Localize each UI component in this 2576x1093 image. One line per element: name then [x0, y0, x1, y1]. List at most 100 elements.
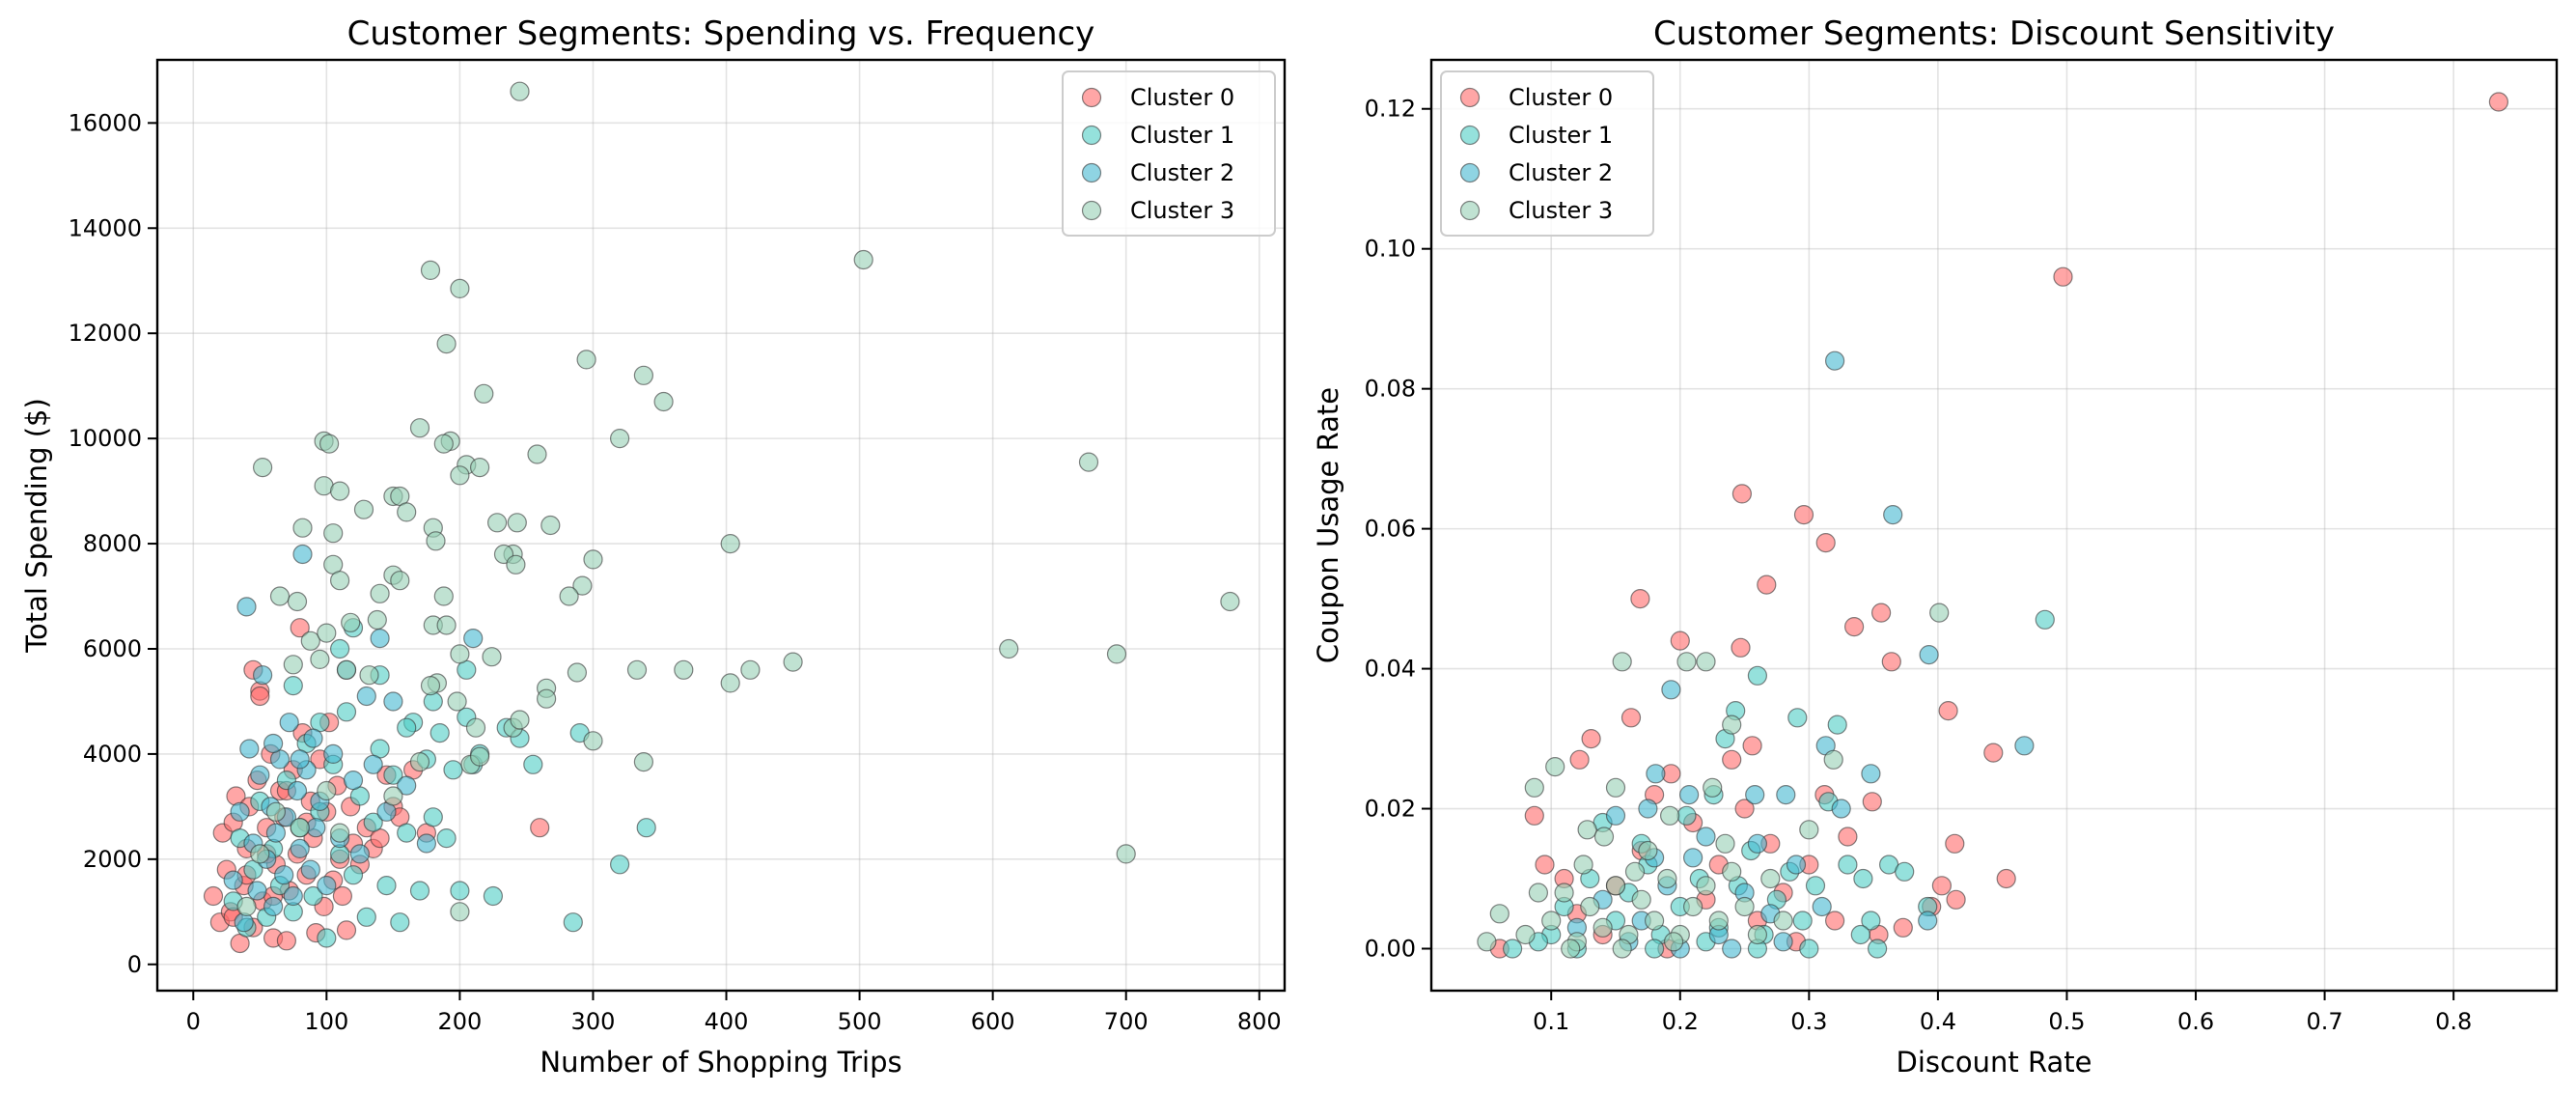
data-point	[483, 885, 503, 907]
data-point	[1554, 883, 1574, 903]
x-tick-label: 700	[1104, 1008, 1149, 1035]
data-point	[397, 775, 417, 796]
data-point	[1708, 911, 1729, 931]
data-point	[436, 827, 457, 849]
data-point	[283, 655, 303, 675]
data-point	[1696, 876, 1716, 896]
y-tick-label: 0	[127, 951, 142, 978]
x-tick-label: 0.3	[1790, 1008, 1827, 1035]
data-point	[416, 833, 436, 854]
data-point	[1862, 792, 1882, 812]
data-point	[1893, 917, 1913, 938]
data-point	[397, 717, 417, 738]
data-point	[1734, 799, 1755, 819]
data-point	[330, 481, 350, 501]
data-point	[465, 717, 486, 738]
data-point	[426, 531, 446, 551]
data-point	[1489, 904, 1510, 924]
data-point	[1657, 868, 1677, 889]
x-tick-label: 0.2	[1662, 1008, 1699, 1035]
data-point	[397, 823, 417, 843]
data-point	[292, 544, 313, 565]
y-tick-label: 0.06	[1365, 516, 1416, 543]
data-point	[336, 659, 357, 680]
data-point	[367, 609, 387, 631]
data-point	[1812, 896, 1832, 917]
data-point	[720, 533, 740, 554]
data-point	[1220, 591, 1240, 612]
data-point	[609, 855, 630, 875]
data-point	[1805, 876, 1826, 896]
data-point	[265, 801, 286, 822]
data-point	[370, 628, 390, 649]
y-tick-label: 0.08	[1365, 376, 1416, 403]
series-cluster-3	[1477, 603, 1950, 959]
data-point	[2488, 92, 2508, 112]
data-point	[583, 731, 603, 751]
data-point	[1663, 932, 1684, 952]
data-point	[397, 502, 417, 522]
legend-marker	[1081, 87, 1102, 108]
data-point	[1799, 939, 1819, 959]
data-point	[263, 733, 284, 754]
data-point	[506, 554, 526, 575]
series-cluster-2	[1566, 350, 2035, 959]
data-point	[276, 931, 296, 951]
data-point	[1580, 896, 1600, 917]
data-point	[317, 928, 337, 948]
legend-label: Cluster 2	[1509, 159, 1613, 186]
x-tick-label: 100	[304, 1008, 348, 1035]
data-point	[1106, 644, 1127, 664]
data-point	[336, 702, 357, 722]
data-point	[1883, 504, 1903, 525]
data-point	[1827, 715, 1847, 735]
y-axis-label: Total Spending ($)	[20, 398, 53, 654]
axes-frame	[1429, 58, 2559, 993]
data-point	[540, 515, 561, 536]
legend-item: Cluster 2	[1459, 159, 1613, 186]
data-point	[507, 513, 527, 533]
data-point	[292, 518, 313, 538]
data-point	[443, 760, 463, 780]
data-point	[1760, 868, 1781, 889]
data-point	[310, 649, 330, 670]
data-point	[636, 818, 656, 838]
data-point	[323, 743, 344, 765]
y-tick-label: 14000	[69, 214, 142, 241]
legend-marker	[1081, 125, 1102, 146]
data-point	[1773, 932, 1793, 952]
data-point	[317, 623, 337, 643]
data-point	[853, 249, 873, 270]
legend-label: Cluster 3	[1509, 197, 1613, 224]
data-point	[450, 278, 470, 298]
legend-item: Cluster 2	[1081, 159, 1234, 186]
data-point	[1630, 588, 1650, 609]
data-point	[1612, 939, 1632, 959]
data-point	[563, 912, 583, 933]
data-point	[359, 665, 379, 686]
data-point	[269, 586, 291, 606]
y-axis-label: Coupon Usage Rate	[1312, 387, 1344, 663]
axes-frame	[155, 58, 1287, 993]
data-point	[1722, 749, 1742, 770]
data-point	[1535, 855, 1555, 875]
data-point	[1605, 805, 1626, 826]
y-tick-label: 12000	[69, 320, 142, 347]
data-point	[1696, 827, 1716, 847]
data-point	[1792, 911, 1813, 931]
data-point	[1682, 896, 1703, 917]
data-point	[283, 675, 303, 696]
data-point	[1919, 644, 1939, 665]
data-point	[420, 675, 441, 696]
data-point	[1799, 820, 1819, 840]
data-point	[263, 896, 284, 917]
data-point	[383, 786, 403, 806]
y-tick-label: 4000	[83, 741, 142, 768]
data-point	[447, 691, 467, 712]
data-point	[1861, 764, 1881, 784]
data-point	[572, 575, 593, 596]
data-point	[1646, 764, 1666, 784]
data-point	[423, 807, 443, 827]
data-point	[1946, 889, 1966, 910]
